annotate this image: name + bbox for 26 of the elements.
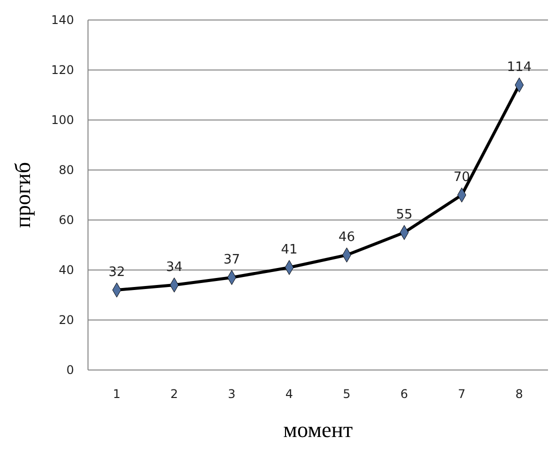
data-label: 41: [280, 242, 298, 258]
x-axis-title: момент: [283, 417, 354, 442]
y-tick-label: 60: [58, 213, 74, 227]
x-tick-label: 6: [400, 387, 408, 401]
data-label: 46: [338, 230, 356, 245]
y-tick-label: 140: [51, 13, 74, 27]
x-tick-label: 2: [170, 387, 178, 401]
data-label: 55: [396, 208, 413, 222]
data-label: 32: [108, 265, 126, 280]
y-tick-label: 100: [51, 113, 74, 127]
data-label: 70: [453, 170, 470, 185]
x-tick-label: 5: [342, 387, 351, 401]
y-tick-label: 20: [58, 313, 74, 327]
x-tick-label: 1: [112, 387, 121, 401]
x-tick-label: 7: [458, 387, 466, 401]
y-tick-label: 40: [58, 263, 74, 277]
y-axis-title: прогиб: [10, 162, 35, 228]
y-tick-label: 80: [58, 163, 74, 177]
x-tick-label: 8: [515, 387, 524, 401]
data-label: 37: [223, 252, 240, 268]
x-tick-label: 3: [228, 387, 236, 401]
y-tick-label: 0: [66, 363, 74, 377]
data-label: 34: [166, 260, 183, 275]
x-tick-label: 4: [285, 387, 294, 401]
y-tick-label: 120: [51, 63, 74, 77]
data-label: 114: [506, 60, 532, 75]
